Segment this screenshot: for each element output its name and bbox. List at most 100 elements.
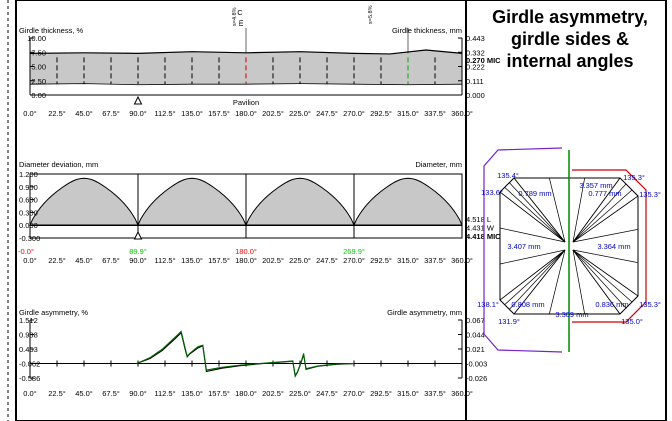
x-tick-label: 315.0°	[397, 109, 419, 118]
y-tick-label-left: 0.000	[19, 221, 38, 230]
facet-line	[504, 249, 566, 305]
y-tick-label-left: 5.00	[31, 63, 46, 72]
x-tick-label: 247.5°	[316, 109, 338, 118]
y-tick-label-left: 0.988	[19, 331, 38, 340]
x-tick-label: 247.5°	[316, 256, 338, 265]
x-tick-label: 45.0°	[75, 256, 93, 265]
y-tick-label-right: 0.067	[466, 316, 485, 325]
x-tick-label: 135.0°	[181, 109, 203, 118]
x-tick-label: 112.5°	[154, 389, 175, 398]
internal-angle-label: 135.4°	[497, 171, 519, 180]
y-tick-label-left: 0.900	[19, 183, 38, 192]
panel-title: Girdle asymmetry, girdle sides & interna…	[468, 6, 672, 72]
facet-line	[513, 249, 566, 315]
x-tick-label: 112.5°	[154, 109, 175, 118]
panel-title-line: girdle sides &	[510, 29, 630, 49]
y-tick-label-right: 0.222	[466, 63, 485, 72]
x-tick-label: 22.5°	[48, 389, 66, 398]
top-marker-sub: s=4.8%	[232, 7, 238, 26]
facet-line	[499, 249, 566, 301]
y-tick-label-left: -0.586	[19, 374, 40, 383]
deviation-lobe	[137, 177, 247, 226]
x-tick-label: 0.0°	[23, 109, 36, 118]
facet-line	[572, 249, 621, 315]
x-tick-label: 180.0°	[235, 256, 257, 265]
internal-angle-label: 135.3°	[639, 190, 661, 199]
facet-line	[572, 249, 639, 297]
colored-x-label: 180.0°	[235, 247, 257, 256]
x-tick-label: 67.5°	[102, 109, 120, 118]
x-tick-label: 292.5°	[370, 389, 392, 398]
top-marker-label: C	[237, 8, 243, 17]
colored-x-label: -0.0°	[18, 247, 34, 256]
y-tick-label-right: -0.003	[466, 360, 487, 369]
side-length-label: 0.777 mm	[588, 189, 621, 198]
diameter-value-label: 4.518 L	[466, 215, 491, 224]
facet-line	[572, 183, 627, 243]
x-tick-label: 202.5°	[262, 109, 284, 118]
y-tick-label-right: 0.111	[466, 77, 484, 86]
y-tick-label-left: 10.00	[27, 34, 46, 43]
y-tick-label-right: 0.443	[466, 34, 485, 43]
x-tick-label: 337.5°	[424, 389, 446, 398]
panel-title-line: Girdle asymmetry,	[492, 7, 648, 27]
x-tick-label: 292.5°	[370, 256, 392, 265]
x-tick-label: 360.0°	[451, 256, 473, 265]
y-tick-label-left: 7.50	[31, 48, 46, 57]
left-outline-trace	[483, 147, 563, 353]
facet-line	[499, 249, 566, 265]
facet-line	[572, 228, 639, 243]
colored-x-label: 89.9°	[129, 247, 147, 256]
facet-line	[499, 227, 566, 243]
right-outline-trace	[572, 169, 647, 323]
x-tick-label: 135.0°	[181, 256, 203, 265]
y-axis-title-left: Girdle asymmetry, %	[19, 308, 88, 317]
facet-line	[572, 249, 633, 303]
x-tick-label: 157.5°	[208, 256, 230, 265]
x-tick-label: 45.0°	[75, 109, 93, 118]
x-tick-label: 315.0°	[397, 256, 419, 265]
x-tick-label: 90.0°	[129, 109, 147, 118]
asymmetry-series-line	[136, 330, 355, 378]
x-tick-label: 0.0°	[23, 256, 36, 265]
deviation-lobe	[245, 177, 355, 226]
facet-line	[572, 249, 639, 264]
y-tick-label-left: -0.300	[19, 234, 40, 243]
x-tick-label: 270.0°	[343, 389, 365, 398]
y-tick-label-right: 0.044	[466, 331, 485, 340]
side-length-label: 0.789 mm	[518, 189, 551, 198]
x-tick-label: 225.0°	[289, 256, 311, 265]
deviation-lobe	[29, 177, 139, 226]
x-tick-label: 180.0°	[235, 109, 257, 118]
x-tick-label: 112.5°	[154, 256, 175, 265]
y-tick-label-left: 0.00	[31, 91, 46, 100]
x-tick-label: 157.5°	[208, 389, 230, 398]
girdle-sides-diagram: 3.357 mm 0.789 mm 0.777 mm 3.407 mm 3.364 mm…	[477, 147, 661, 353]
internal-angle-label: 138.1°	[477, 300, 499, 309]
mic-value-label: 0.270 MIC	[466, 56, 501, 65]
internal-angle-label: 133.6°	[481, 188, 503, 197]
y-tick-label-right: 0.021	[466, 345, 485, 354]
colored-x-label: 269.9°	[343, 247, 365, 256]
x-tick-label: 247.5°	[316, 389, 338, 398]
x-tick-label: 225.0°	[289, 389, 311, 398]
side-length-label: 0.836 mm	[595, 300, 628, 309]
facet-line	[509, 249, 566, 310]
side-length-label: 3.357 mm	[579, 181, 612, 190]
side-length-label: 3.309 mm	[555, 310, 588, 319]
outer-frame	[15, 0, 667, 421]
internal-angle-label: 135.3°	[639, 300, 661, 309]
diameter-deviation-chart: Diameter deviation, mm Diameter, mm 1.200 0…	[18, 160, 501, 265]
facet-line	[572, 177, 586, 243]
diameter-value-label: 4.431 W	[466, 224, 495, 233]
x-tick-label: 315.0°	[397, 389, 419, 398]
x-tick-label: 202.5°	[262, 389, 284, 398]
facet-line	[572, 249, 586, 315]
side-length-label: 3.407 mm	[507, 242, 540, 251]
side-length-label: 0.808 mm	[511, 300, 544, 309]
internal-angle-label: 131.9°	[498, 317, 520, 326]
facet-line	[509, 182, 566, 243]
y-tick-label-left: 0.300	[19, 208, 38, 217]
y-tick-label-left: 2.50	[31, 77, 46, 86]
